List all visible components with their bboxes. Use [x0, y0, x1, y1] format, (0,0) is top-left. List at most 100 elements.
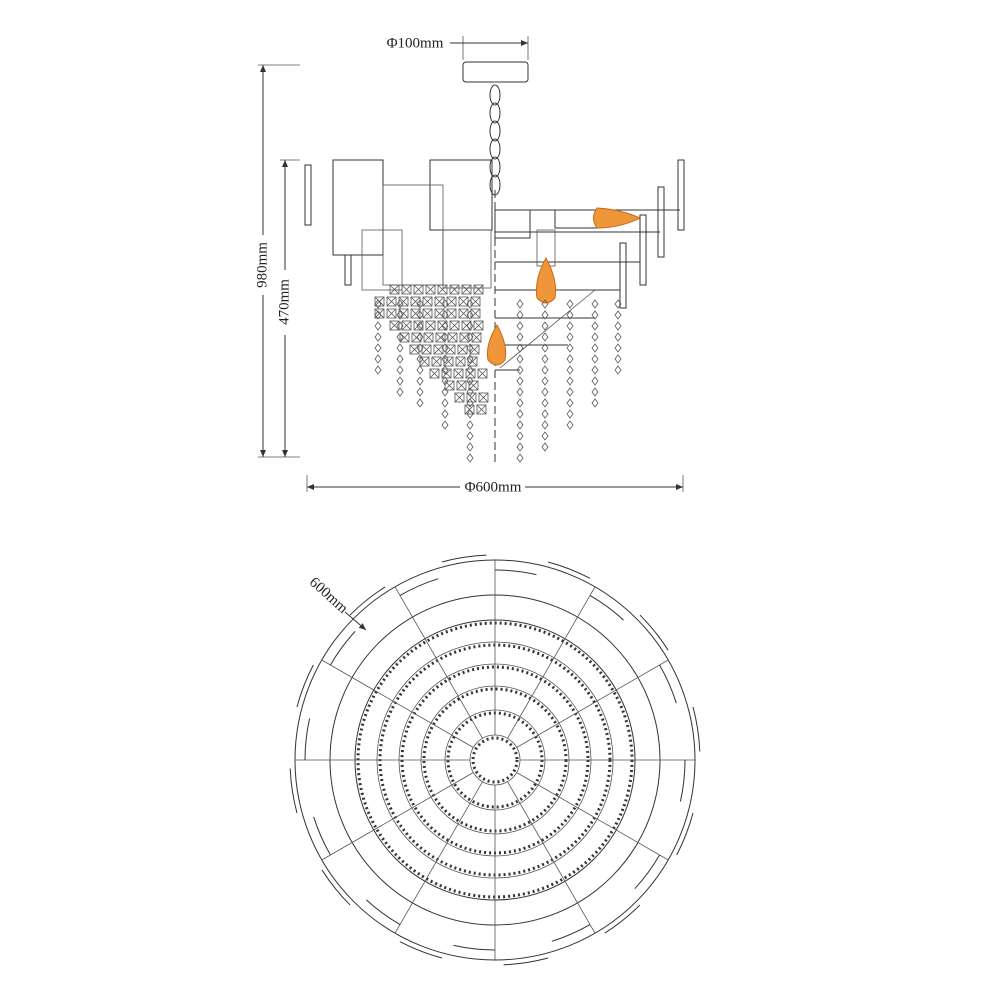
- crystal: [470, 308, 481, 319]
- crystal: [425, 320, 436, 331]
- crystal: [422, 308, 433, 319]
- side-view: [304, 61, 685, 463]
- plate-arc: [441, 554, 487, 563]
- crystal: [437, 320, 448, 331]
- droplet: [566, 321, 574, 331]
- droplet: [396, 332, 404, 342]
- plate-arc: [304, 718, 311, 761]
- droplet: [441, 321, 449, 331]
- droplet: [516, 299, 524, 309]
- droplet: [466, 431, 474, 441]
- plate-arc: [679, 759, 686, 802]
- crystal: [434, 308, 445, 319]
- crystal: [478, 392, 489, 403]
- canopy: [462, 61, 529, 83]
- droplet: [441, 354, 449, 364]
- droplet: [466, 354, 474, 364]
- crystal: [461, 320, 472, 331]
- droplet: [516, 343, 524, 353]
- plate-arc: [659, 664, 677, 704]
- droplet: [614, 365, 622, 375]
- droplet: [591, 387, 599, 397]
- spoke: [516, 772, 669, 861]
- dimension-label: Φ100mm: [387, 35, 444, 51]
- droplet: [566, 387, 574, 397]
- crystal: [398, 308, 409, 319]
- crystal: [413, 284, 424, 295]
- crystal: [431, 356, 442, 367]
- droplet: [541, 299, 549, 309]
- droplet: [441, 365, 449, 375]
- crystal: [477, 368, 488, 379]
- crystal: [401, 284, 412, 295]
- droplet: [541, 409, 549, 419]
- crystal: [454, 392, 465, 403]
- dimension-label: 600mm: [306, 574, 351, 617]
- plate-arc: [399, 578, 439, 596]
- crystal: [386, 296, 397, 307]
- crystal: [458, 296, 469, 307]
- plate: [619, 242, 627, 309]
- crystal: [456, 380, 467, 391]
- dimension-label: Φ600mm: [465, 479, 522, 495]
- droplet: [516, 442, 524, 452]
- crystal: [461, 284, 472, 295]
- crystal: [459, 332, 470, 343]
- crystal: [464, 404, 475, 415]
- droplet: [466, 321, 474, 331]
- plate: [304, 164, 312, 226]
- crystal: [476, 404, 487, 415]
- spoke: [394, 586, 483, 739]
- droplet: [541, 365, 549, 375]
- crystal: [454, 392, 465, 403]
- crystal: [446, 308, 457, 319]
- crystal: [398, 308, 409, 319]
- droplet: [516, 310, 524, 320]
- bulb: [593, 207, 642, 229]
- crystal: [457, 344, 468, 355]
- droplet: [541, 310, 549, 320]
- droplet: [614, 321, 622, 331]
- plate-arc: [399, 941, 443, 959]
- droplet: [466, 387, 474, 397]
- crystal: [413, 284, 424, 295]
- crystal: [419, 356, 430, 367]
- droplet: [591, 332, 599, 342]
- droplet: [441, 343, 449, 353]
- crystal: [453, 368, 464, 379]
- socket: [554, 209, 598, 229]
- plate: [677, 159, 685, 231]
- droplet: [541, 343, 549, 353]
- droplet: [566, 332, 574, 342]
- droplet: [416, 354, 424, 364]
- crystal: [401, 284, 412, 295]
- droplet: [591, 321, 599, 331]
- droplet: [516, 332, 524, 342]
- droplet: [396, 376, 404, 386]
- plate-arc: [589, 595, 624, 621]
- plate-arc: [503, 957, 549, 966]
- droplet: [566, 343, 574, 353]
- crystal: [449, 320, 460, 331]
- crystal: [461, 284, 472, 295]
- dimension-line: [344, 611, 367, 631]
- crystal: [409, 344, 420, 355]
- droplet: [516, 376, 524, 386]
- droplet: [541, 442, 549, 452]
- chain-link: [489, 102, 501, 124]
- droplet: [466, 409, 474, 419]
- spoke: [516, 659, 669, 748]
- shade: [382, 184, 444, 286]
- crystal: [421, 344, 432, 355]
- crystal: [401, 320, 412, 331]
- droplet: [466, 398, 474, 408]
- droplet: [416, 365, 424, 375]
- crystal: [410, 296, 421, 307]
- crystal: [410, 308, 421, 319]
- droplet: [591, 299, 599, 309]
- crystal: [471, 332, 482, 343]
- crystal: [386, 308, 397, 319]
- droplet: [466, 365, 474, 375]
- crystal: [469, 344, 480, 355]
